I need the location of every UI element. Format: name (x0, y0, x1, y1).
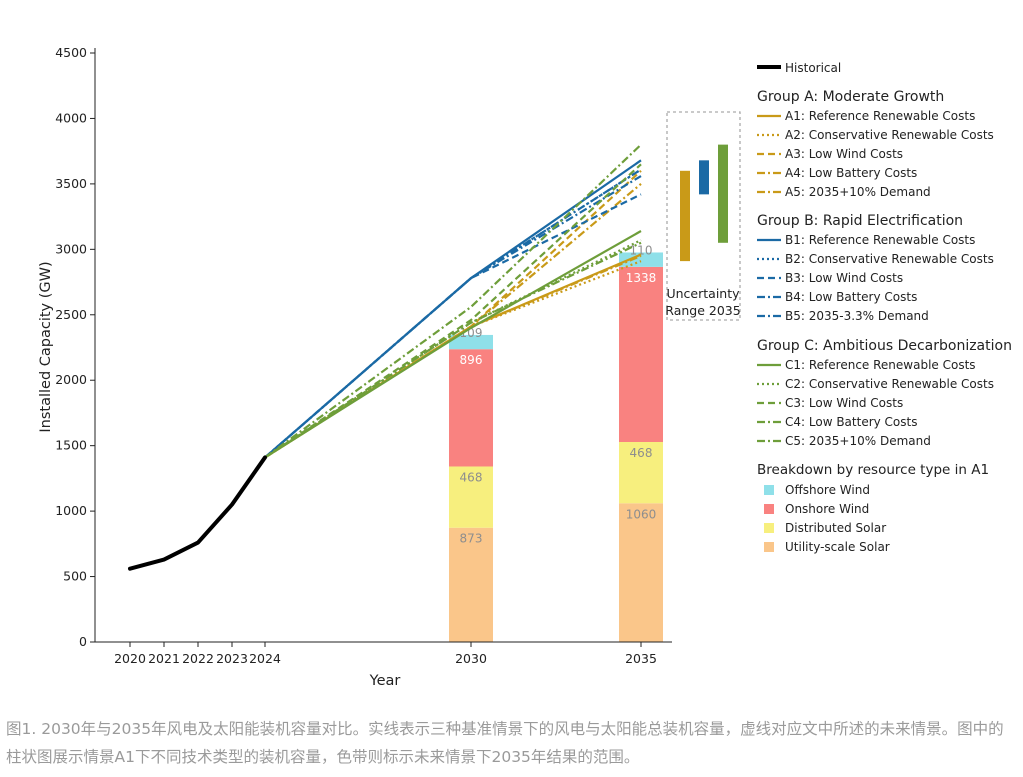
bar-onshore-wind-2030 (449, 349, 493, 467)
legend-label-a3: A3: Low Wind Costs (785, 147, 903, 161)
uncertainty-bar-c (718, 144, 728, 243)
bar-label-distributed-solar-2030: 468 (460, 470, 483, 484)
bar-utility-scale-solar-2035 (619, 503, 663, 642)
bar-offshore-wind-2035 (619, 252, 663, 267)
x-axis-label: Year (369, 673, 401, 689)
legend-label-distributed-solar: Distributed Solar (785, 521, 886, 535)
y-tick-label-3500: 3500 (55, 176, 87, 191)
bar-onshore-wind-2035 (619, 266, 663, 443)
bar-label-offshore-wind-2035: 110 (630, 243, 653, 257)
bar-distributed-solar-2030 (449, 466, 493, 528)
legend-label-b3: B3: Low Wind Costs (785, 271, 903, 285)
x-tick-label-2024: 2024 (249, 651, 281, 666)
y-tick-label-500: 500 (63, 569, 87, 584)
x-tick-label-2021: 2021 (148, 651, 180, 666)
x-tick-label-2030: 2030 (455, 651, 487, 666)
y-tick-label-0: 0 (79, 634, 87, 649)
legend-label-b5: B5: 2035-3.3% Demand (785, 309, 929, 323)
legend-label-c5: C5: 2035+10% Demand (785, 434, 931, 448)
figure-caption: 图1. 2030年与2035年风电及太阳能装机容量对比。实线表示三种基准情景下的… (6, 720, 1004, 766)
x-tick-label-2035: 2035 (625, 651, 657, 666)
legend-label-b4: B4: Low Battery Costs (785, 290, 917, 304)
legend: Historical Group A: Moderate Growth A1: Re… (757, 61, 1012, 554)
line-c4 (264, 241, 642, 459)
scenario-lines (128, 143, 642, 571)
y-tick-label-4500: 4500 (55, 45, 87, 60)
legend-heading-group-2: Group B: Rapid Electrification (757, 213, 963, 229)
legend-label-c3: C3: Low Wind Costs (785, 396, 903, 410)
y-tick-label-1000: 1000 (55, 503, 87, 518)
legend-heading-group-1: Group A: Moderate Growth (757, 89, 944, 105)
legend-swatch-utility-scale-solar (764, 542, 774, 552)
legend-swatch-offshore-wind (764, 485, 774, 495)
legend-label-a2: A2: Conservative Renewable Costs (785, 128, 994, 142)
legend-swatch-distributed-solar (764, 523, 774, 533)
line-c5 (264, 143, 642, 459)
bar-label-onshore-wind-2030: 896 (460, 353, 483, 367)
line-c1 (264, 230, 642, 459)
uncertainty-range-box: Uncertainty Range 2035 (665, 111, 741, 321)
y-axis-label: Installed Capacity (GW) (38, 261, 54, 432)
legend-swatch-onshore-wind (764, 504, 774, 514)
uncertainty-bar-a (680, 170, 690, 262)
line-historical (128, 455, 267, 571)
legend-label-b1: B1: Reference Renewable Costs (785, 233, 975, 247)
bar-utility-scale-solar-2030 (449, 527, 493, 642)
uncertainty-label-line-1: Uncertainty (666, 286, 740, 301)
uncertainty-label-line-2: Range 2035 (665, 303, 740, 318)
legend-label-a1: A1: Reference Renewable Costs (785, 109, 975, 123)
line-b5 (264, 175, 642, 459)
legend-heading-breakdown: Breakdown by resource type in A1 (757, 462, 989, 478)
bar-label-onshore-wind-2035: 1338 (626, 271, 657, 285)
legend-label-c1: C1: Reference Renewable Costs (785, 358, 976, 372)
legend-heading-group-3: Group C: Ambitious Decarbonization (757, 338, 1012, 354)
y-tick-label-2500: 2500 (55, 307, 87, 322)
bar-label-utility-scale-solar-2030: 873 (460, 532, 483, 546)
uncertainty-box-border (666, 111, 741, 321)
axes: 0 500 1000 1500 2000 2500 3000 3500 4000 4500 2020… (38, 45, 672, 689)
uncertainty-bar-b (699, 160, 709, 195)
y-tick-label-3000: 3000 (55, 241, 87, 256)
legend-label-offshore-wind: Offshore Wind (785, 483, 870, 497)
legend-label-c4: C4: Low Battery Costs (785, 415, 917, 429)
legend-label-utility-scale-solar: Utility-scale Solar (785, 540, 890, 554)
legend-label-a4: A4: Low Battery Costs (785, 166, 917, 180)
y-tick-label-4000: 4000 (55, 110, 87, 125)
bar-label-utility-scale-solar-2035: 1060 (626, 507, 657, 521)
legend-label-c2: C2: Conservative Renewable Costs (785, 377, 994, 391)
bar-label-distributed-solar-2035: 468 (630, 446, 653, 460)
x-tick-label-2022: 2022 (182, 651, 214, 666)
legend-label-a5: A5: 2035+10% Demand (785, 185, 931, 199)
y-tick-label-1500: 1500 (55, 438, 87, 453)
legend-label-b2: B2: Conservative Renewable Costs (785, 252, 994, 266)
y-tick-label-2000: 2000 (55, 372, 87, 387)
x-tick-label-2023: 2023 (216, 651, 248, 666)
bar-offshore-wind-2030 (449, 334, 493, 350)
legend-label-historical: Historical (785, 61, 841, 75)
x-tick-label-2020: 2020 (114, 651, 146, 666)
legend-label-onshore-wind: Onshore Wind (785, 502, 869, 516)
bar-distributed-solar-2035 (619, 442, 663, 504)
